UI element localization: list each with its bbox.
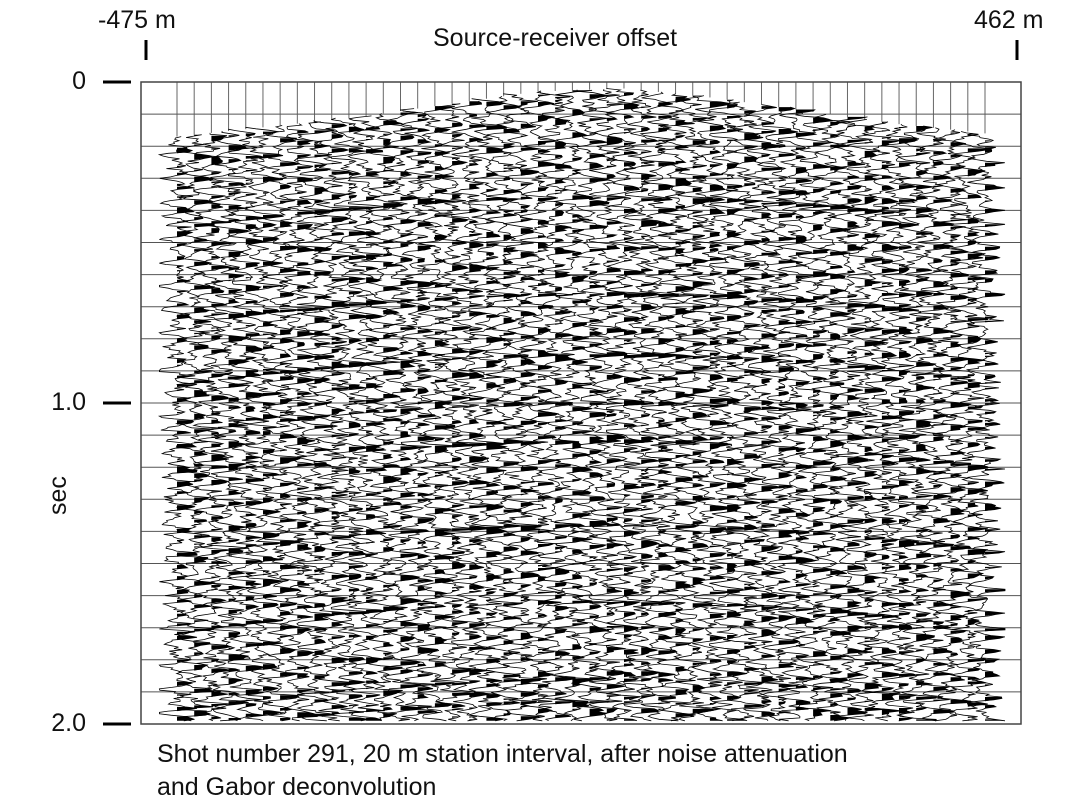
x-range-left-label: -475 m: [98, 6, 176, 34]
trace-fill: [434, 106, 455, 721]
trace-fill: [899, 127, 919, 721]
trace-fill: [538, 94, 558, 718]
x-axis-title: Source-receiver offset: [433, 24, 678, 52]
trace-fill: [727, 99, 748, 721]
seismic-trace: [725, 101, 765, 722]
trace-fill: [469, 101, 490, 721]
caption-line-1: Shot number 291, 20 m station interval, …: [157, 740, 848, 768]
trace-fill: [589, 94, 610, 717]
seismic-trace: [656, 93, 697, 722]
y-tick-marks: [103, 80, 131, 726]
seismic-trace: [330, 117, 371, 722]
trace-fill: [366, 127, 387, 721]
trace-fill: [916, 126, 937, 721]
seismic-trace: [175, 134, 216, 722]
trace-fill: [280, 138, 301, 721]
trace-fill: [228, 135, 249, 721]
seismic-trace: [639, 91, 679, 722]
seismic-trace: [690, 97, 732, 722]
trace-fill: [847, 116, 868, 715]
trace-fill: [383, 120, 404, 718]
trace-fill: [744, 111, 765, 718]
trace-fill: [452, 103, 473, 718]
seismic-trace: [965, 133, 1006, 722]
seismic-trace: [845, 119, 886, 722]
seismic-trace: [209, 130, 251, 722]
seismic-trace: [760, 106, 801, 722]
trace-fill: [520, 101, 541, 721]
seismic-trace: [863, 121, 903, 722]
trace-fill: [572, 90, 593, 711]
seismic-trace: [931, 129, 972, 722]
seismic-trace: [880, 123, 921, 722]
x-range-right-label: 462 m: [974, 6, 1044, 34]
trace-fill: [486, 101, 507, 721]
seismic-trace: [312, 120, 354, 722]
seismic-trace: [346, 115, 388, 722]
trace-fill: [830, 121, 851, 721]
seismic-trace: [450, 100, 491, 722]
trace-fill: [933, 139, 954, 714]
seismic-trace: [157, 136, 198, 722]
seismic-trace: [570, 89, 611, 722]
y-tick-label-0: 0: [72, 67, 86, 95]
seismic-trace: [518, 91, 560, 722]
seismic-trace: [296, 121, 335, 722]
trace-fill: [692, 95, 713, 714]
seismic-trace: [399, 108, 439, 722]
y-tick-label-1-0: 1.0: [51, 388, 86, 416]
seismic-trace: [811, 114, 852, 722]
trace-fill: [658, 102, 679, 721]
seismic-trace: [502, 93, 543, 722]
seismic-trace: [468, 98, 508, 722]
seismic-trace: [588, 88, 628, 722]
trace-fill: [400, 112, 421, 721]
seismic-trace: [536, 90, 577, 722]
seismic-trace: [192, 132, 233, 722]
seismic-trace: [897, 125, 937, 721]
trace-fill: [624, 93, 644, 721]
seismic-trace: [244, 126, 285, 722]
seismic-trace: [776, 109, 818, 722]
seismic-trace: [622, 89, 663, 722]
caption-line-2: and Gabor deconvolution: [157, 773, 437, 801]
trace-fill: [881, 121, 902, 721]
seismic-trace: [828, 116, 869, 721]
trace-fill: [985, 140, 1005, 721]
trace-fill: [950, 132, 971, 717]
seismic-trace: [949, 131, 989, 722]
seismic-trace: [484, 95, 526, 722]
y-tick-label-2-0: 2.0: [51, 709, 86, 737]
seismic-trace: [742, 104, 782, 722]
seismic-trace: [432, 103, 474, 722]
seismic-trace: [278, 123, 319, 722]
seismic-trace: [415, 105, 456, 722]
figure-caption: Shot number 291, 20 m station interval, …: [157, 738, 848, 804]
plot-frame: [140, 81, 1022, 725]
seismic-trace: [381, 110, 422, 722]
seismic-trace: [261, 125, 302, 722]
y-axis-title: sec: [44, 476, 72, 515]
trace-fill: [967, 134, 988, 721]
seismic-traces: [157, 88, 1006, 722]
trace-fill: [555, 96, 576, 718]
trace-fill: [675, 96, 696, 718]
seismic-trace: [708, 99, 748, 722]
seismic-trace: [794, 111, 835, 722]
trace-fill: [795, 109, 816, 711]
